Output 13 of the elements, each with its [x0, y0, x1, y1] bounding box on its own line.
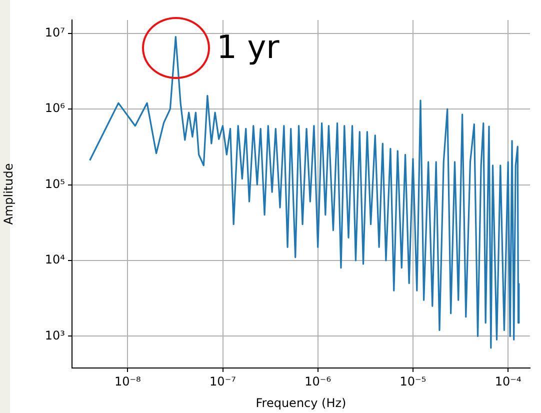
x-tick-label: 10⁻⁴: [494, 374, 522, 388]
annotation: 1 yr: [216, 28, 280, 66]
y-tick-label: 10⁴: [44, 252, 66, 267]
y-tick-label: 10⁵: [44, 176, 66, 191]
y-axis-title: Amplitude: [1, 163, 16, 225]
y-tick-label: 10⁶: [44, 101, 66, 116]
x-tick-label: 10⁻⁶: [304, 374, 332, 388]
x-axis-title: Frequency (Hz): [256, 396, 346, 410]
x-tick-label: 10⁻⁸: [114, 374, 142, 388]
x-tick-label: 10⁻⁵: [400, 374, 426, 388]
y-tick-label: 10³: [44, 328, 66, 342]
x-tick-label: 10⁻⁷: [210, 374, 236, 388]
y-tick-label: 10⁷: [44, 25, 66, 40]
